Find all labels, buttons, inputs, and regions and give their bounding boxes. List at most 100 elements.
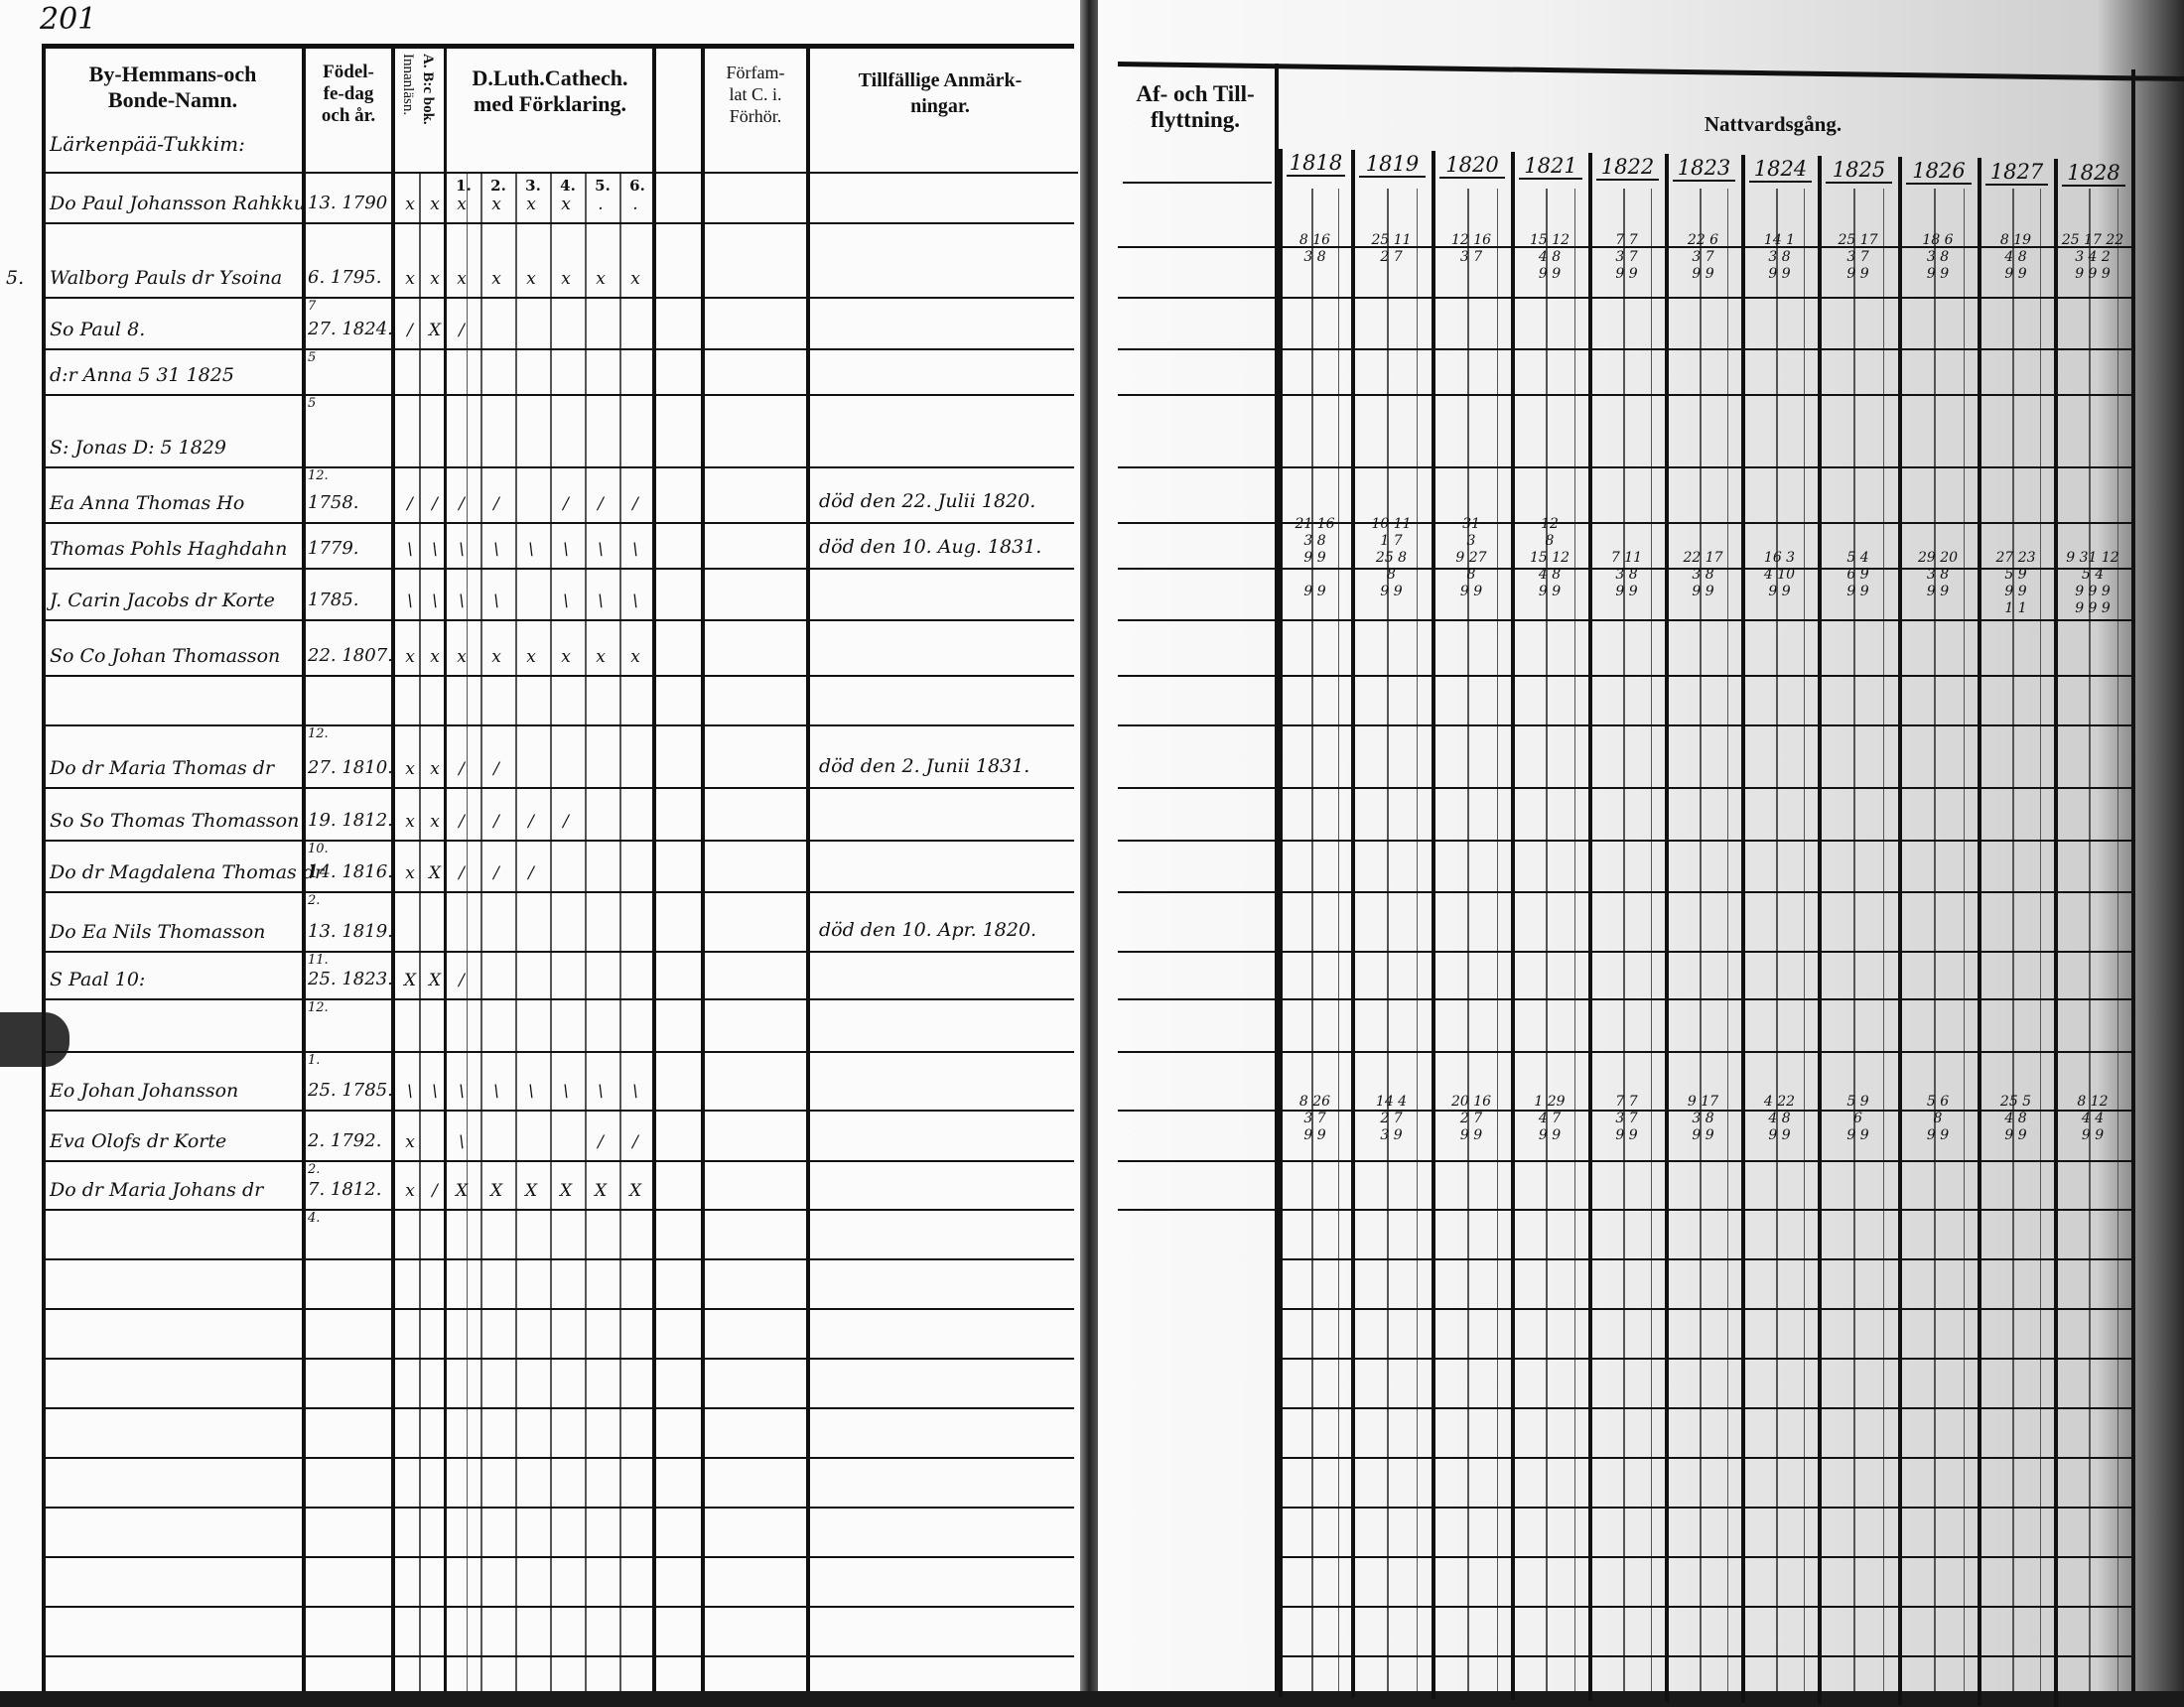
subcol-divider [1727, 189, 1729, 1691]
subcol-divider [480, 174, 482, 1691]
communion-entry: 9 9 [1846, 1127, 1869, 1143]
exam-mark: \ [459, 1082, 465, 1102]
exam-mark: \ [528, 540, 534, 560]
communion-entry: 9 9 [1538, 584, 1562, 599]
communion-entry: 9 9 [1768, 584, 1791, 599]
exam-mark: \ [598, 591, 604, 611]
row-rule [46, 1258, 1074, 1260]
year-header: 1823 [1673, 156, 1735, 182]
exam-mark: x [430, 812, 440, 832]
subcol-divider [1496, 189, 1498, 1691]
row-rule [46, 1457, 1074, 1459]
exam-mark: \ [407, 1082, 413, 1102]
year-divider [1432, 151, 1435, 1699]
exam-mark: \ [563, 1082, 569, 1102]
communion-entry: 3 8 [1303, 533, 1326, 549]
communion-entry: 9 31 12 [2066, 550, 2119, 566]
row-rule [46, 1160, 1074, 1162]
exam-mark: X [559, 1181, 573, 1201]
subcol-divider [1934, 189, 1936, 1691]
person-name: Do Ea Nils Thomasson [50, 921, 266, 943]
exam-mark: x [405, 1181, 415, 1201]
communion-entry: 3 9 [1380, 1127, 1403, 1143]
person-name: So So Thomas Thomasson [50, 810, 300, 832]
communion-entry: 9 9 [1768, 266, 1791, 282]
header-birth-line2: fe-dag [323, 83, 374, 104]
person-name: So Co Johan Thomasson [50, 645, 281, 667]
communion-entry: 1 29 [1534, 1094, 1566, 1110]
col-divider [652, 48, 656, 1691]
communion-entry: 25 8 [1375, 550, 1408, 566]
row-rule [1118, 297, 2132, 299]
catechism-part-number: 2. [490, 177, 506, 195]
exam-mark: / [459, 494, 465, 514]
col-divider [701, 48, 705, 1691]
communion-entry: 9 9 [1303, 550, 1326, 566]
row-rule [46, 222, 1074, 224]
person-name: Thomas Pohls Haghdahn [50, 538, 288, 560]
header-confirmation-line3: Förhör. [729, 106, 782, 126]
communion-entry: 3 8 [1303, 249, 1326, 265]
subcol-divider [1699, 189, 1702, 1691]
exam-mark: \ [493, 540, 499, 560]
communion-entry: 7 11 [1610, 550, 1643, 566]
row-rule [1118, 394, 2132, 396]
communion-entry: 9 9 [1380, 584, 1403, 599]
exam-mark: x [405, 863, 415, 883]
row-rule [46, 1507, 1074, 1509]
communion-entry: 9 9 [1768, 1127, 1791, 1143]
row-rule [46, 724, 1074, 726]
year-header: 1822 [1596, 155, 1659, 181]
row-rule [1118, 675, 2132, 677]
person-name: Do Paul Johansson Rahkku [50, 193, 306, 214]
communion-entry: 18 6 [1922, 232, 1954, 248]
exam-mark: \ [493, 591, 499, 611]
person-name: Ea Anna Thomas Ho [50, 492, 245, 514]
year-header: 1827 [1985, 160, 2048, 186]
header-reading-line1: A. B:c bok. [420, 54, 436, 125]
exam-mark: / [459, 971, 465, 990]
person-name: S: Jonas D: 5 1829 [50, 437, 227, 459]
row-rule [46, 1655, 1074, 1657]
year-divider [1588, 153, 1592, 1701]
row-rule [1118, 348, 2132, 350]
communion-entry: 4 10 [1763, 567, 1796, 583]
header-communion: Nattvardsgång. [1704, 112, 1843, 136]
header-catechism: D.Luth.Cathech. med Förklaring. [446, 66, 654, 117]
row-rule [46, 1051, 1074, 1053]
year-divider [1511, 152, 1515, 1700]
communion-entry: 25 5 [1999, 1094, 2032, 1110]
year-header: 1821 [1519, 154, 1582, 180]
exam-mark: x [491, 195, 501, 214]
person-name: Do dr Maria Thomas dr [50, 757, 275, 779]
row-rule [1118, 246, 2132, 248]
communion-entry: 15 12 [1529, 232, 1570, 248]
header-remarks-line1: Tillfällige Anmärk- [858, 69, 1023, 91]
row-rule [1279, 1308, 2132, 1310]
communion-entry: 5 9 [2004, 567, 2027, 583]
exam-mark: X [455, 1181, 469, 1201]
exam-mark: x [491, 269, 501, 289]
row-rule [46, 675, 1074, 677]
communion-entry: 14 4 [1375, 1094, 1408, 1110]
communion-entry: 31 [1462, 516, 1480, 532]
year-divider [1818, 156, 1822, 1704]
communion-entry: 20 16 [1450, 1094, 1492, 1110]
communion-entry: 9 17 [1687, 1094, 1719, 1110]
header-moves-line1: Af- och Till- [1136, 81, 1255, 106]
communion-entry: 3 8 [1692, 1111, 1714, 1126]
communion-entry: 9 9 [1692, 1127, 1714, 1143]
exam-mark: x [405, 812, 415, 832]
year-header: 1828 [2062, 161, 2125, 187]
exam-mark: / [432, 494, 438, 514]
row-rule [46, 787, 1074, 789]
exam-mark: \ [632, 540, 638, 560]
exam-mark: \ [598, 1082, 604, 1102]
row-rule [1279, 1457, 2132, 1459]
subcol-divider [1963, 189, 1965, 1691]
remark: död den 2. Junii 1831. [819, 755, 1030, 777]
exam-mark: / [563, 494, 569, 514]
communion-entry: 2 7 [1380, 1111, 1403, 1126]
row-rule [1118, 1160, 2132, 1162]
row-rule [46, 619, 1074, 621]
